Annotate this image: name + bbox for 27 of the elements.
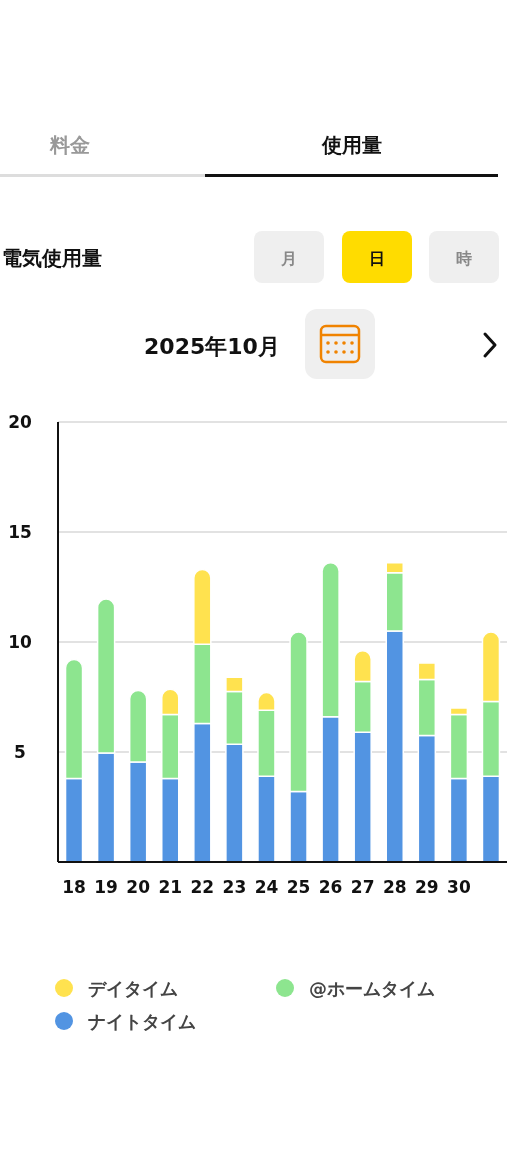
text: 時 [456,249,472,268]
x-tick-label: 24 [254,877,279,897]
x-tick-label: 20 [126,877,151,897]
y-tick-label: 20 [8,412,32,432]
legend-label: ナイトタイム [88,1011,196,1032]
y-tick-label: 10 [8,632,32,652]
x-tick-label: 27 [350,877,375,897]
y-tick-label: 15 [8,522,32,542]
legend-label: @ホームタイム [309,978,435,999]
x-tick-label: 21 [158,877,183,897]
text: 電気使用量 [2,246,102,270]
x-tick-label: 30 [447,877,471,897]
x-tick-label: 28 [382,877,407,897]
x-tick-label: 22 [190,877,215,897]
x-tick-label: 29 [414,877,439,897]
x-tick-label: 26 [318,877,343,897]
text: 日 [369,249,385,268]
y-tick-label: 5 [14,742,26,762]
text: 料金 [49,133,90,157]
text: 月 [280,249,297,268]
x-tick-label: 19 [94,877,118,897]
text: 2025年10月 [144,334,280,359]
x-tick-label: 18 [62,877,86,897]
x-tick-label: 23 [222,877,247,897]
text: 使用量 [321,133,382,157]
x-tick-label: 25 [286,877,311,897]
legend-label: デイタイム [88,978,178,999]
